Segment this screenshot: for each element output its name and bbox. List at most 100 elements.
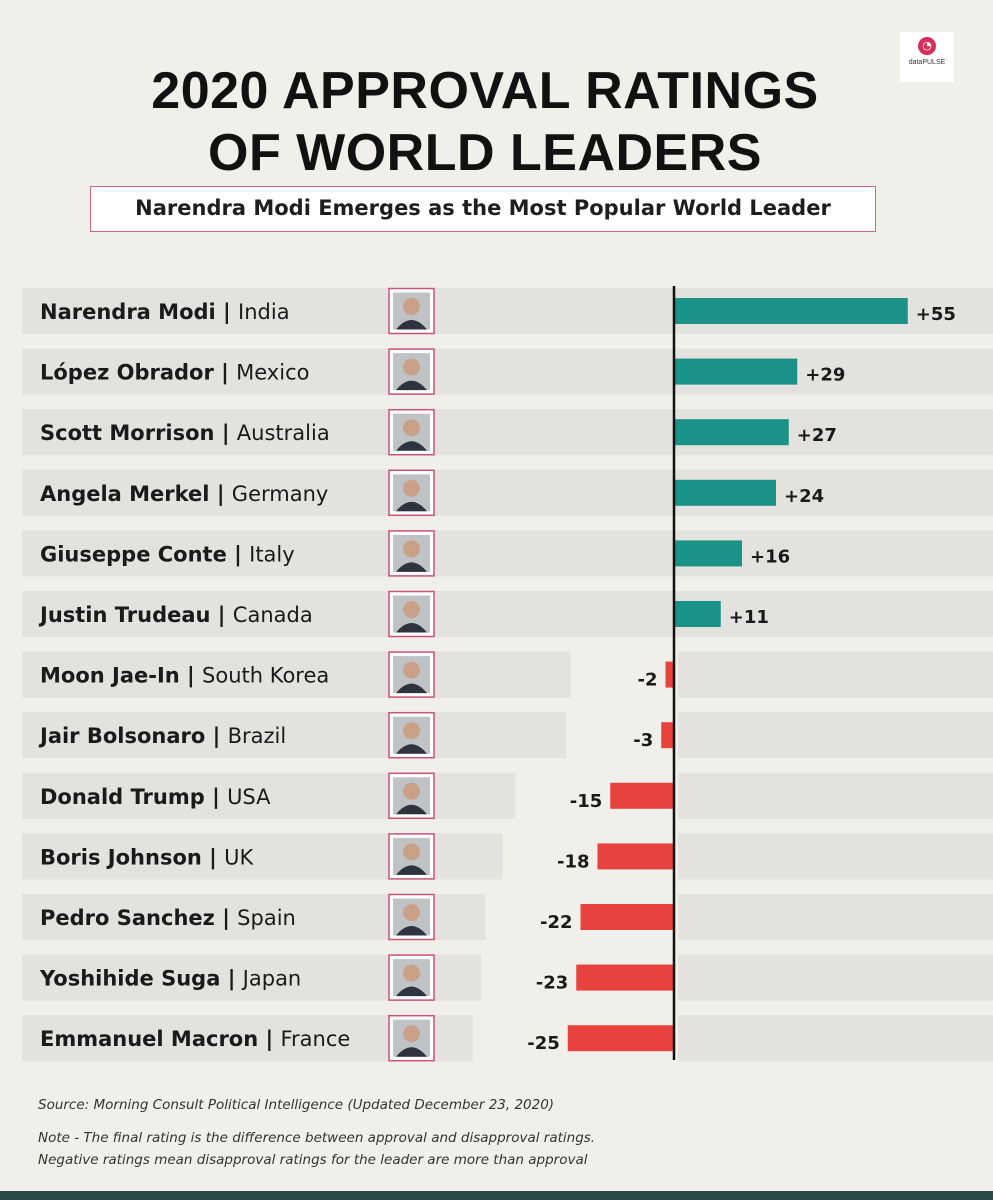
page-title: 2020 APPROVAL RATINGS OF WORLD LEADERS xyxy=(0,60,970,184)
leader-name: Emmanuel Macron xyxy=(40,1027,266,1051)
label-separator: | xyxy=(221,361,236,386)
leader-name: Justin Trudeau xyxy=(38,603,218,627)
portrait-body-icon xyxy=(396,986,427,997)
portrait-head-icon xyxy=(403,1025,420,1043)
portrait-body-icon xyxy=(396,865,427,875)
row-band xyxy=(22,469,993,516)
row-band xyxy=(22,651,571,698)
value-label: +11 xyxy=(729,607,769,628)
bar xyxy=(665,661,674,688)
bar xyxy=(674,358,798,385)
bar xyxy=(674,298,908,324)
portrait-head-icon xyxy=(403,661,420,679)
chart-logo-icon: ◔ xyxy=(918,37,936,55)
bar xyxy=(567,1025,674,1052)
row-band xyxy=(22,712,567,759)
value-label: -3 xyxy=(633,730,653,751)
row-band xyxy=(22,591,993,637)
approval-bar-chart: Narendra Modi | India +55 López Obrador | … xyxy=(22,286,993,1062)
leader-country: Germany xyxy=(232,482,329,506)
leader-label: Emmanuel Macron | France xyxy=(40,1027,350,1052)
leader-country: Mexico xyxy=(236,361,309,385)
leader-country: South Korea xyxy=(202,664,329,688)
leader-country: Australia xyxy=(237,421,330,445)
row-band xyxy=(22,530,993,577)
label-separator: | xyxy=(212,785,227,810)
portrait-head-icon xyxy=(403,479,420,497)
value-label: -18 xyxy=(557,851,590,872)
bar xyxy=(597,843,674,870)
bottom-bar xyxy=(0,1191,993,1200)
label-separator: | xyxy=(234,542,249,567)
value-label: -15 xyxy=(570,791,603,812)
leader-country: USA xyxy=(227,785,271,809)
value-label: -23 xyxy=(536,973,569,994)
leader-country: UK xyxy=(224,845,254,869)
portrait-head-icon xyxy=(403,843,420,861)
portrait-head-icon xyxy=(403,964,420,982)
portrait-body-icon xyxy=(396,320,427,330)
value-label: +24 xyxy=(784,486,824,507)
label-separator: | xyxy=(222,906,237,931)
subtitle: Narendra Modi Emerges as the Most Popula… xyxy=(90,186,876,232)
leader-name: Donald Trump xyxy=(40,785,212,809)
leader-label: Justin Trudeau | Canada xyxy=(38,603,313,628)
value-label: +29 xyxy=(805,365,845,386)
bar xyxy=(576,964,674,991)
leader-label: López Obrador | Mexico xyxy=(40,361,309,386)
leader-label: Giuseppe Conte | Italy xyxy=(40,542,295,567)
portrait-body-icon xyxy=(396,683,427,694)
portrait-body-icon xyxy=(396,1047,427,1057)
note-line-2: Negative ratings mean disapproval rating… xyxy=(38,1152,588,1168)
portrait-body-icon xyxy=(396,623,427,633)
leader-label: Donald Trump | USA xyxy=(40,785,271,810)
leader-country: France xyxy=(280,1027,350,1051)
portrait-head-icon xyxy=(403,782,420,800)
title-line-2: OF WORLD LEADERS xyxy=(208,124,762,182)
portrait-head-icon xyxy=(403,904,420,921)
row-band xyxy=(678,772,993,819)
portrait-body-icon xyxy=(396,441,427,451)
leader-name: López Obrador xyxy=(40,361,221,385)
row-band xyxy=(22,409,993,456)
source-note: Source: Morning Consult Political Intell… xyxy=(38,1097,555,1113)
label-separator: | xyxy=(213,724,228,749)
bar xyxy=(610,782,674,809)
row-band xyxy=(678,712,993,759)
leader-name: Moon Jae-In xyxy=(40,664,187,688)
portrait-head-icon xyxy=(403,601,420,618)
row-band xyxy=(22,348,993,395)
value-label: +16 xyxy=(750,546,790,567)
leader-label: Boris Johnson | UK xyxy=(40,845,254,870)
portrait-body-icon xyxy=(396,562,427,572)
leader-name: Angela Merkel xyxy=(40,482,217,506)
value-label: +55 xyxy=(916,304,956,325)
leader-label: Jair Bolsonaro | Brazil xyxy=(38,724,286,749)
row-band xyxy=(678,954,993,1001)
value-label: -22 xyxy=(540,912,573,933)
bar xyxy=(580,904,674,930)
leader-label: Pedro Sanchez | Spain xyxy=(40,906,296,931)
row-band xyxy=(678,894,993,940)
portrait-body-icon xyxy=(396,744,427,754)
leader-country: Italy xyxy=(249,542,295,566)
label-separator: | xyxy=(187,664,202,689)
value-label: +27 xyxy=(797,425,837,446)
leader-name: Yoshihide Suga xyxy=(39,967,228,991)
label-separator: | xyxy=(223,300,238,325)
value-label: -2 xyxy=(638,670,658,691)
portrait-body-icon xyxy=(396,926,427,936)
bar xyxy=(674,540,742,567)
leader-name: Scott Morrison xyxy=(40,421,222,445)
leader-name: Narendra Modi xyxy=(40,300,223,324)
datapulse-logo: ◔ dataPULSE xyxy=(900,32,954,82)
row-band xyxy=(678,651,993,698)
row-band xyxy=(678,833,993,880)
leader-name: Boris Johnson xyxy=(40,845,209,869)
leader-country: India xyxy=(238,300,290,324)
label-separator: | xyxy=(209,845,224,870)
portrait-body-icon xyxy=(396,380,427,391)
note-line-1: Note - The final rating is the differenc… xyxy=(38,1130,596,1146)
bar xyxy=(674,479,776,506)
leader-label: Moon Jae-In | South Korea xyxy=(40,664,329,689)
